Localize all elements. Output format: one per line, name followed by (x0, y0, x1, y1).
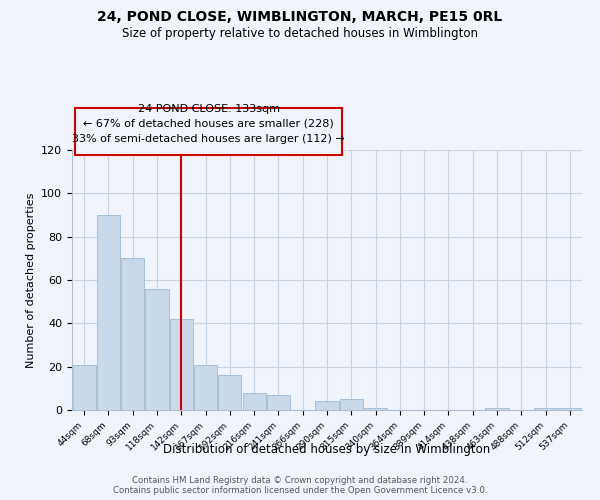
Bar (559, 408, 581, 410)
Bar (73, 364, 95, 410)
Bar (485, 408, 509, 410)
Text: 24 POND CLOSE: 133sqm
← 67% of detached houses are smaller (228)
33% of semi-det: 24 POND CLOSE: 133sqm ← 67% of detached … (72, 104, 345, 144)
Text: Size of property relative to detached houses in Wimblington: Size of property relative to detached ho… (122, 28, 478, 40)
Bar (218, 376, 241, 410)
Bar (267, 395, 290, 410)
Bar (194, 364, 217, 410)
Bar (316, 402, 338, 410)
Bar (145, 288, 169, 410)
Text: 24, POND CLOSE, WIMBLINGTON, MARCH, PE15 0RL: 24, POND CLOSE, WIMBLINGTON, MARCH, PE15… (97, 10, 503, 24)
Y-axis label: Number of detached properties: Number of detached properties (26, 192, 35, 368)
Bar (121, 258, 144, 410)
Text: Contains HM Land Registry data © Crown copyright and database right 2024.
Contai: Contains HM Land Registry data © Crown c… (113, 476, 487, 495)
Bar (97, 215, 120, 410)
Bar (364, 408, 387, 410)
Bar (242, 392, 266, 410)
Bar (534, 408, 557, 410)
Bar (340, 399, 363, 410)
Bar (170, 319, 193, 410)
Text: Distribution of detached houses by size in Wimblington: Distribution of detached houses by size … (163, 442, 491, 456)
